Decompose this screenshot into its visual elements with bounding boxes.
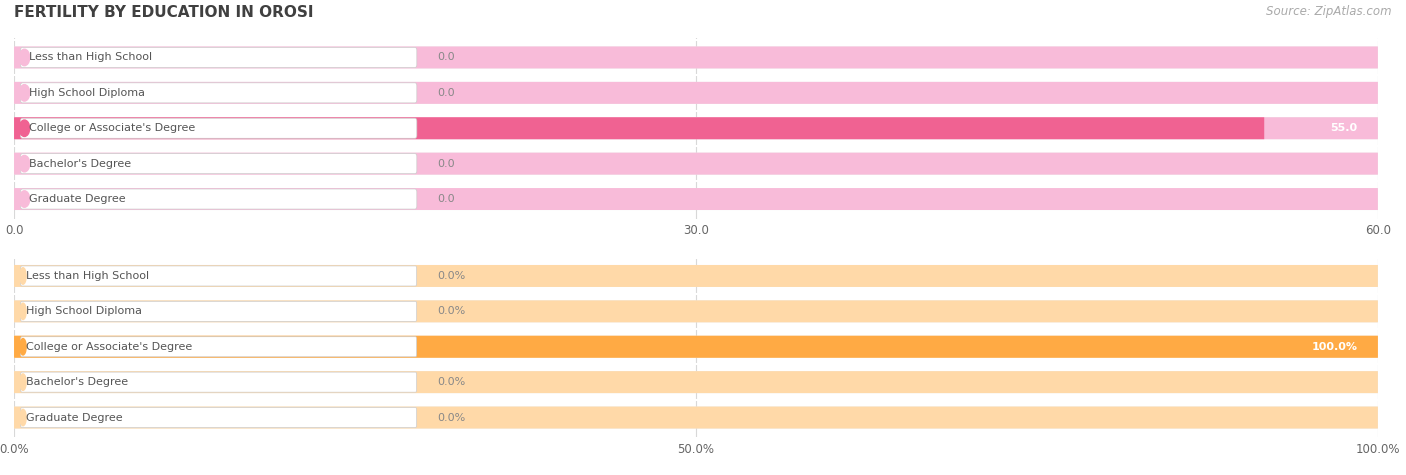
Text: FERTILITY BY EDUCATION IN OROSI: FERTILITY BY EDUCATION IN OROSI xyxy=(14,5,314,20)
Text: 55.0: 55.0 xyxy=(1330,123,1357,133)
FancyBboxPatch shape xyxy=(21,372,416,392)
Circle shape xyxy=(20,191,30,207)
Text: 0.0%: 0.0% xyxy=(437,377,465,387)
FancyBboxPatch shape xyxy=(14,336,1378,358)
Text: 0.0%: 0.0% xyxy=(437,271,465,281)
FancyBboxPatch shape xyxy=(14,300,1378,323)
FancyBboxPatch shape xyxy=(14,188,1378,210)
FancyBboxPatch shape xyxy=(14,265,1378,287)
Circle shape xyxy=(20,120,30,136)
FancyBboxPatch shape xyxy=(21,83,416,103)
Text: 0.0: 0.0 xyxy=(437,52,454,63)
FancyBboxPatch shape xyxy=(21,48,416,67)
FancyBboxPatch shape xyxy=(14,371,1378,393)
Circle shape xyxy=(20,303,27,320)
Text: Graduate Degree: Graduate Degree xyxy=(25,412,122,423)
Text: High School Diploma: High School Diploma xyxy=(25,306,142,316)
Circle shape xyxy=(20,339,27,355)
FancyBboxPatch shape xyxy=(21,337,416,357)
Text: 0.0: 0.0 xyxy=(437,88,454,98)
Text: Less than High School: Less than High School xyxy=(30,52,152,63)
Text: Bachelor's Degree: Bachelor's Degree xyxy=(30,159,131,169)
FancyBboxPatch shape xyxy=(14,82,1378,104)
FancyBboxPatch shape xyxy=(21,408,416,428)
FancyBboxPatch shape xyxy=(21,189,416,209)
FancyBboxPatch shape xyxy=(14,265,1378,287)
FancyBboxPatch shape xyxy=(21,266,416,286)
Circle shape xyxy=(20,409,27,426)
Text: 0.0%: 0.0% xyxy=(437,306,465,316)
FancyBboxPatch shape xyxy=(14,117,1378,139)
Text: 0.0: 0.0 xyxy=(437,194,454,204)
FancyBboxPatch shape xyxy=(14,371,1378,393)
FancyBboxPatch shape xyxy=(14,117,1264,139)
FancyBboxPatch shape xyxy=(14,82,1378,104)
Text: College or Associate's Degree: College or Associate's Degree xyxy=(30,123,195,133)
Circle shape xyxy=(20,85,30,101)
Circle shape xyxy=(20,155,30,172)
Text: 0.0: 0.0 xyxy=(437,159,454,169)
FancyBboxPatch shape xyxy=(14,152,1378,175)
FancyBboxPatch shape xyxy=(14,407,1378,428)
FancyBboxPatch shape xyxy=(14,336,1378,358)
Text: High School Diploma: High School Diploma xyxy=(30,88,145,98)
FancyBboxPatch shape xyxy=(14,188,1378,210)
FancyBboxPatch shape xyxy=(14,47,1378,68)
FancyBboxPatch shape xyxy=(14,336,1378,358)
Text: Less than High School: Less than High School xyxy=(25,271,149,281)
Text: Bachelor's Degree: Bachelor's Degree xyxy=(25,377,128,387)
Circle shape xyxy=(20,49,30,66)
Circle shape xyxy=(20,374,27,390)
FancyBboxPatch shape xyxy=(14,47,1378,68)
FancyBboxPatch shape xyxy=(14,117,1378,139)
FancyBboxPatch shape xyxy=(21,118,416,138)
Text: 100.0%: 100.0% xyxy=(1312,342,1357,352)
Text: College or Associate's Degree: College or Associate's Degree xyxy=(25,342,193,352)
FancyBboxPatch shape xyxy=(14,152,1378,175)
Circle shape xyxy=(20,268,27,284)
FancyBboxPatch shape xyxy=(21,301,416,322)
FancyBboxPatch shape xyxy=(14,300,1378,323)
Text: Source: ZipAtlas.com: Source: ZipAtlas.com xyxy=(1267,5,1392,18)
FancyBboxPatch shape xyxy=(21,153,416,174)
FancyBboxPatch shape xyxy=(14,407,1378,428)
Text: Graduate Degree: Graduate Degree xyxy=(30,194,127,204)
Text: 0.0%: 0.0% xyxy=(437,412,465,423)
